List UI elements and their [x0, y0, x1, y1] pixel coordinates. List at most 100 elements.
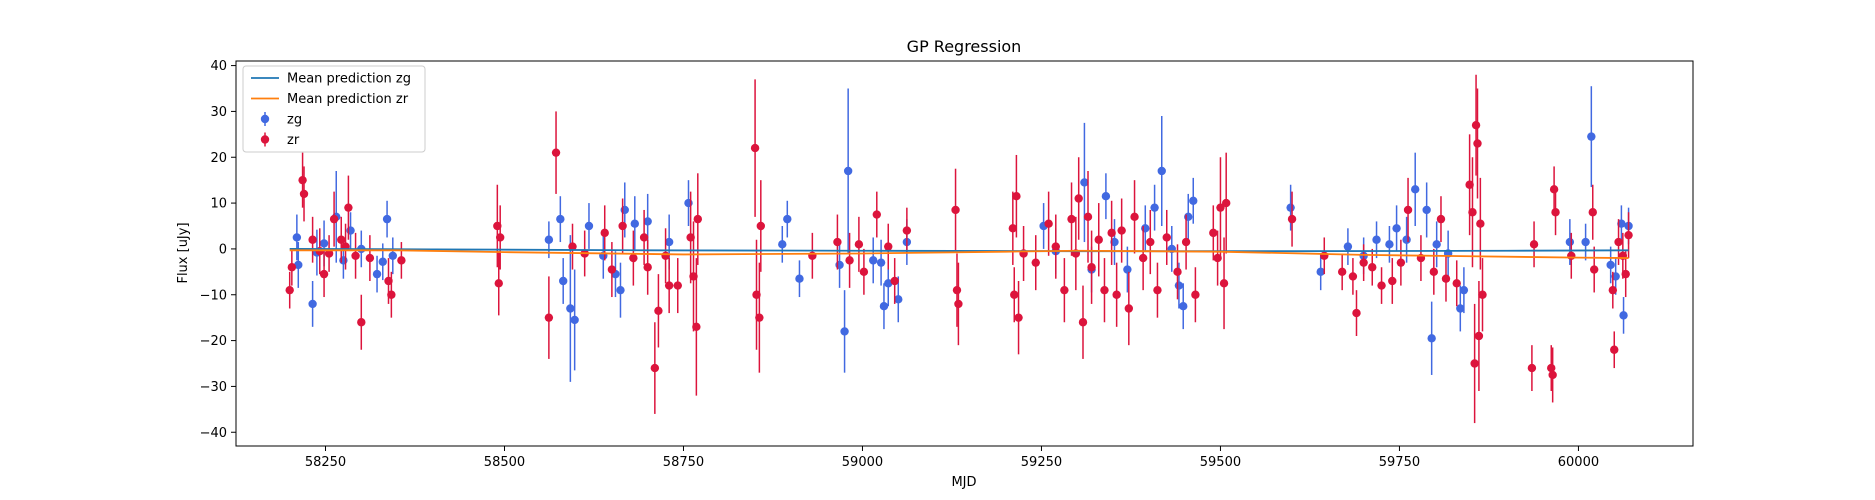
- data-point-zg: [840, 327, 849, 336]
- data-point-zr: [1403, 205, 1413, 215]
- legend-item: Mean prediction zr: [251, 92, 409, 107]
- y-tick-label: −10: [200, 288, 227, 303]
- y-tick-label: 0: [219, 242, 227, 257]
- data-point-zr: [384, 276, 393, 286]
- y-axis: −40 −30 −20 −10 0 10 20 30 40: [200, 59, 236, 441]
- data-point-zr: [755, 313, 764, 322]
- series-zr: [285, 74, 1633, 424]
- data-point-zr: [1138, 253, 1148, 263]
- plot-frame: [235, 60, 1694, 447]
- data-point-zr: [1117, 226, 1126, 235]
- data-point-zg: [584, 221, 594, 231]
- data-point-zr: [902, 226, 912, 235]
- data-point-zg: [339, 256, 348, 265]
- data-point-zr: [493, 221, 502, 231]
- data-point-zr: [1107, 228, 1116, 238]
- data-point-zg: [884, 279, 893, 288]
- data-point-zr: [1471, 120, 1481, 130]
- data-point-zr: [673, 281, 682, 290]
- data-point-zg: [1456, 304, 1465, 313]
- data-point-zr: [308, 235, 317, 244]
- y-axis-label: Flux [uJy]: [176, 222, 191, 283]
- data-point-zr: [1320, 251, 1329, 260]
- data-point-zr: [1548, 370, 1557, 380]
- data-point-zr: [650, 363, 660, 373]
- data-point-zg: [346, 226, 355, 235]
- legend-box: [242, 65, 426, 153]
- data-point-zg: [1411, 185, 1420, 194]
- data-point-zr: [654, 306, 663, 315]
- data-point-zr: [1051, 242, 1060, 251]
- data-point-zr: [319, 269, 329, 279]
- legend-label: zr: [287, 133, 300, 148]
- data-point-zg: [620, 205, 629, 215]
- data-point-zr: [629, 253, 638, 263]
- data-point-zr: [833, 237, 842, 247]
- data-point-zr: [1610, 345, 1619, 354]
- chart-title: GP Regression: [907, 37, 1022, 56]
- data-point-zg: [308, 299, 317, 309]
- data-point-zr: [494, 279, 503, 288]
- data-point-zr: [1044, 219, 1053, 228]
- data-point-zr: [1608, 285, 1618, 295]
- legend-item: zr: [260, 132, 300, 148]
- data-point-zr: [1352, 308, 1361, 318]
- data-point-zg: [1402, 235, 1411, 244]
- data-point-zr: [551, 148, 561, 157]
- data-point-zr: [1221, 198, 1231, 208]
- data-point-zg: [1080, 178, 1089, 187]
- data-point-zr: [1549, 185, 1559, 194]
- data-point-zr: [1173, 267, 1182, 277]
- data-point-zr: [1551, 208, 1560, 217]
- data-point-zr: [1441, 274, 1451, 283]
- data-point-zg: [1422, 205, 1431, 215]
- legend-point-marker: [260, 135, 270, 144]
- data-point-zr: [1589, 265, 1599, 274]
- data-point-zg: [1372, 235, 1381, 244]
- data-point-zg: [1611, 272, 1620, 281]
- data-point-zg: [1189, 196, 1198, 205]
- data-point-zg: [1141, 224, 1150, 233]
- data-point-zr: [1368, 263, 1377, 272]
- data-point-zr: [1124, 304, 1134, 313]
- data-point-zr: [1146, 237, 1155, 247]
- x-tick-label: 59000: [842, 455, 883, 470]
- data-point-zg: [388, 251, 397, 260]
- data-point-zr: [1470, 359, 1479, 368]
- data-point-zr: [639, 233, 649, 242]
- data-point-zr: [1162, 233, 1171, 242]
- data-point-zr: [1396, 258, 1406, 267]
- data-point-zr: [664, 281, 674, 290]
- data-point-zr: [495, 233, 505, 242]
- data-point-zg: [1385, 240, 1394, 249]
- data-point-zr: [750, 143, 760, 153]
- data-point-zg: [544, 235, 554, 244]
- data-point-zr: [1216, 203, 1225, 212]
- data-point-zg: [1123, 265, 1132, 274]
- y-tick-label: 30: [210, 105, 227, 120]
- data-point-zr: [854, 240, 864, 249]
- data-point-zr: [618, 221, 627, 231]
- data-point-zr: [1452, 279, 1461, 288]
- data-point-zg: [570, 315, 579, 325]
- data-point-zg: [1343, 242, 1353, 251]
- data-point-zr: [1074, 194, 1083, 203]
- data-point-zr: [1014, 313, 1023, 322]
- data-point-zg: [616, 285, 625, 295]
- data-point-zr: [1219, 279, 1229, 288]
- data-point-zg: [1427, 334, 1436, 343]
- x-axis-label: MJD: [951, 475, 976, 490]
- data-point-zr: [397, 256, 406, 265]
- x-tick-label: 59750: [1379, 455, 1420, 470]
- data-point-zr: [1153, 285, 1162, 295]
- data-point-zr: [951, 205, 960, 215]
- data-point-zg: [1110, 237, 1119, 247]
- data-point-zr: [344, 203, 353, 212]
- data-point-zr: [1567, 251, 1576, 260]
- data-point-zg: [630, 219, 639, 228]
- data-point-zg: [1392, 224, 1401, 233]
- data-point-zr: [1621, 269, 1630, 279]
- data-point-zg: [869, 256, 878, 265]
- data-point-zg: [1459, 285, 1469, 295]
- data-point-zr: [1476, 219, 1485, 228]
